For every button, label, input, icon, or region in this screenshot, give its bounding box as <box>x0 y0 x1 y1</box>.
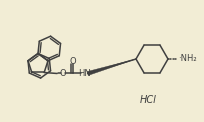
Text: HCl: HCl <box>139 95 156 105</box>
Text: O: O <box>60 69 66 78</box>
Text: O: O <box>69 57 75 66</box>
Text: HN: HN <box>77 69 90 78</box>
Text: ·NH₂: ·NH₂ <box>177 54 196 63</box>
Polygon shape <box>87 59 135 75</box>
